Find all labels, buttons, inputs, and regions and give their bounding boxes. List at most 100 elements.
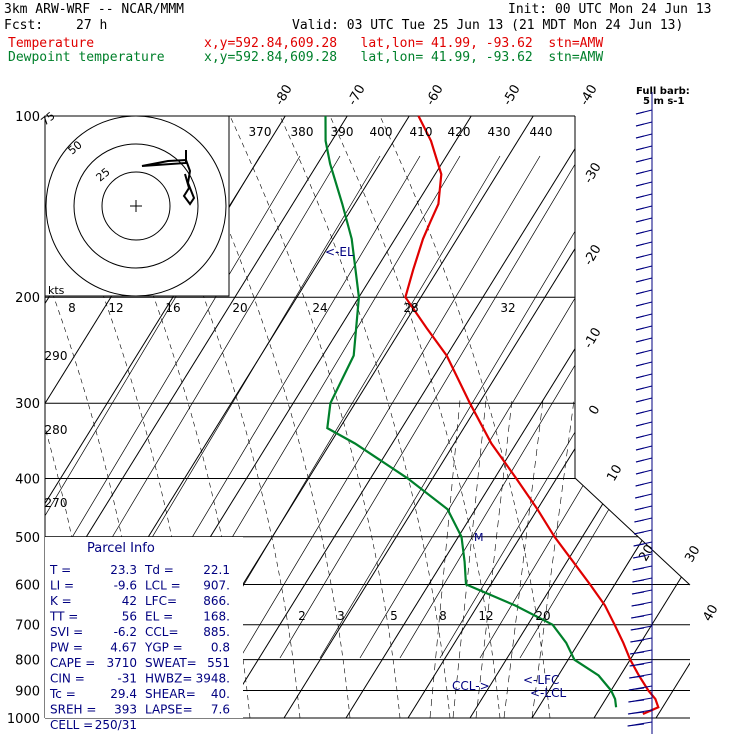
- parcel-field-name: LAPSE=: [145, 703, 193, 717]
- pressure-tick-label: 100: [15, 110, 40, 125]
- wind-barb-tick: [632, 567, 645, 571]
- ccl-annotation: CCL->: [452, 679, 490, 693]
- isotherm-line: [469, 116, 690, 718]
- pressure-tick-label: 300: [15, 397, 40, 412]
- parcel-field-name: SWEAT=: [145, 656, 197, 670]
- isotherm-line: [718, 116, 740, 718]
- wind-barb-tick: [629, 651, 645, 655]
- wind-barb-tick: [635, 183, 645, 187]
- wind-barb-tick: [635, 315, 645, 319]
- theta-label: 270: [45, 496, 68, 510]
- parcel-info-title: Parcel Info: [87, 541, 155, 556]
- wind-barb-tick: [635, 267, 645, 271]
- dry-adiabat: [479, 155, 690, 659]
- wind-barb-tick: [635, 351, 645, 355]
- wind-barb-tick: [635, 135, 645, 139]
- wind-barb-tick: [633, 543, 645, 547]
- parcel-field-name: K =: [50, 594, 72, 608]
- mixing-ratio-label: 8: [439, 609, 447, 623]
- wind-barb-tick: [635, 495, 645, 499]
- dry-adiabat: [359, 155, 661, 659]
- hodo-speed-label: 24: [312, 301, 327, 315]
- dry-adiabat: [279, 155, 581, 659]
- parcel-field-name: Td =: [144, 563, 174, 577]
- mixing-ratio-label: 5: [390, 609, 398, 623]
- wind-barb-tick: [631, 603, 645, 607]
- parcel-field-name: EL =: [145, 610, 173, 624]
- isotherm-label: -40: [577, 82, 601, 108]
- mixing-ratio-label: 12: [478, 609, 493, 623]
- wind-barb-tick: [635, 279, 645, 283]
- wind-barb-tick: [635, 123, 645, 127]
- temperature-line: [404, 115, 660, 716]
- isotherm-label: -10: [581, 325, 605, 351]
- isotherm-line: [221, 116, 596, 718]
- wind-barb-tick: [629, 663, 645, 667]
- parcel-field-name: CIN =: [50, 672, 85, 686]
- isotherm-line: [531, 116, 690, 718]
- wind-barb-tick: [633, 531, 645, 535]
- wind-legend-title: Full barb:: [636, 86, 690, 97]
- wind-barb-tick: [635, 471, 645, 475]
- wind-barb-tick: [635, 387, 645, 391]
- isotherm-label: 0: [586, 403, 603, 418]
- hodograph-ring: [73, 143, 199, 269]
- model-title: 3km ARW-WRF -- NCAR/MMM: [4, 2, 185, 17]
- wind-barb-tick: [630, 639, 645, 643]
- wind-barb-tick: [628, 687, 645, 691]
- pressure-tick-label: 600: [15, 578, 40, 593]
- parcel-field-name: SHEAR=: [145, 687, 196, 701]
- parcel-field-name: SVI =: [50, 625, 83, 639]
- wind-barb-tick: [635, 195, 645, 199]
- parcel-field-value: 4.67: [110, 641, 137, 655]
- moist-adiabat: [329, 116, 501, 718]
- wind-barb-tick: [635, 159, 645, 163]
- theta-label: 290: [45, 349, 68, 363]
- wind-barb-tick: [635, 171, 645, 175]
- isotherm-line: [345, 116, 690, 718]
- parcel-field-value: 22.1: [203, 563, 230, 577]
- dry-adiabat: [519, 155, 690, 659]
- wind-barb-tick: [635, 435, 645, 439]
- wind-barb-tick: [629, 675, 645, 679]
- dry-adiabat: [319, 155, 621, 659]
- hodograph-trace: [141, 150, 196, 206]
- parcel-field-value: 866.: [203, 594, 230, 608]
- mixing-ratio-line: [503, 399, 544, 718]
- dewpoint-location-info: x,y=592.84,609.28 lat,lon= 41.99, -93.62…: [204, 50, 604, 65]
- parcel-field-name: YGP =: [144, 641, 183, 655]
- hodo-unit-label: kts: [48, 284, 65, 297]
- wind-barb-tick: [635, 303, 645, 307]
- parcel-field-name: HWBZ=: [145, 672, 192, 686]
- wind-barb-tick: [635, 339, 645, 343]
- wind-barb-tick: [627, 723, 645, 727]
- wind-legend-units: 5 m s-1: [643, 96, 684, 107]
- isotherm-line: [283, 116, 658, 718]
- isotherm-line: [593, 116, 690, 718]
- parcel-field-name: SREH =: [50, 703, 96, 717]
- parcel-field-value: 3710: [106, 656, 137, 670]
- wind-barb-tick: [634, 519, 645, 523]
- parcel-field-value: 29.4: [110, 687, 137, 701]
- parcel-field-name: CAPE =: [50, 656, 95, 670]
- parcel-field-value: 250/31: [95, 718, 137, 732]
- wind-barb-tick: [635, 231, 645, 235]
- wind-barb-tick: [635, 207, 645, 211]
- wind-barb-tick: [631, 591, 645, 595]
- wind-barb-tick: [635, 411, 645, 415]
- wind-barb-tick: [635, 399, 645, 403]
- isotherm-label: 10: [604, 462, 625, 484]
- isotherm-label: -30: [581, 160, 605, 186]
- parcel-field-value: 42: [122, 594, 137, 608]
- pressure-tick-label: 200: [15, 291, 40, 306]
- parcel-field-value: 23.3: [110, 563, 137, 577]
- el-annotation: <-EL: [325, 245, 354, 259]
- pressure-tick-label: 800: [15, 654, 40, 669]
- parcel-field-name: CELL =: [50, 718, 93, 732]
- parcel-field-name: CCL=: [145, 625, 179, 639]
- parcel-field-value: -9.6: [114, 579, 137, 593]
- wind-barb-tick: [635, 423, 645, 427]
- wind-barb-tick: [633, 555, 645, 559]
- hodo-speed-label: 32: [500, 301, 515, 315]
- pressure-tick-label: 900: [15, 684, 40, 699]
